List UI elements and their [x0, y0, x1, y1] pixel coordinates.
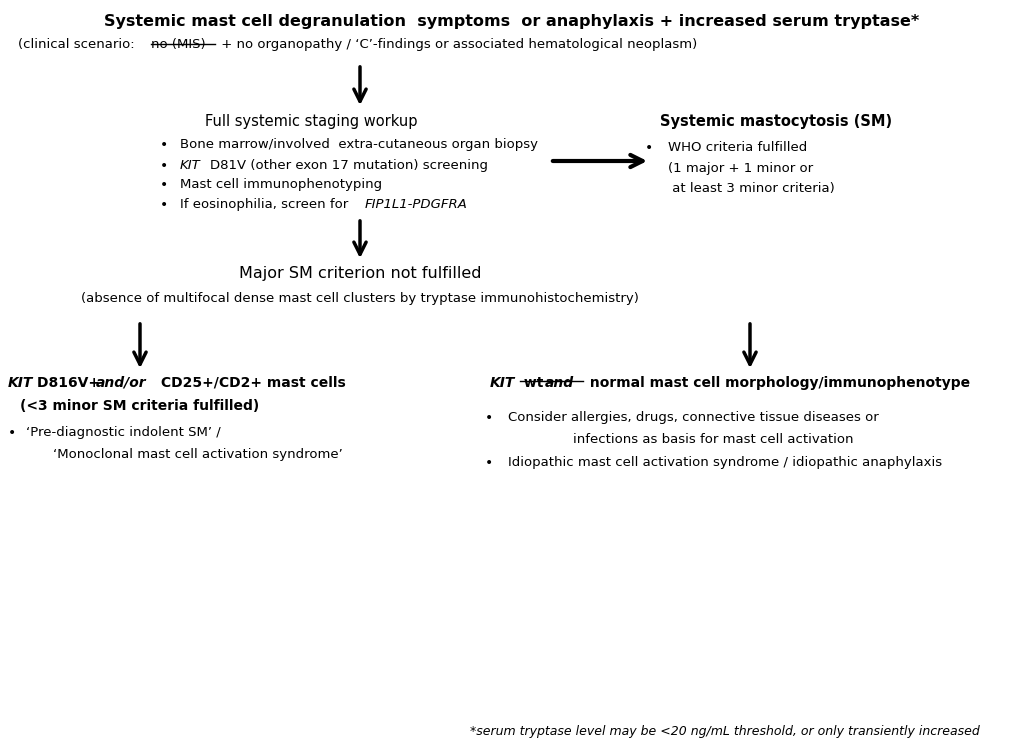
Text: •: •: [160, 138, 168, 152]
Text: Bone marrow/involved  extra-cutaneous organ biopsy: Bone marrow/involved extra-cutaneous org…: [180, 138, 538, 151]
Text: KIT: KIT: [180, 159, 201, 172]
Text: normal mast cell morphology/immunophenotype: normal mast cell morphology/immunophenot…: [585, 376, 970, 390]
Text: If eosinophilia, screen for: If eosinophilia, screen for: [180, 198, 352, 211]
Text: •: •: [8, 426, 16, 440]
Text: Idiopathic mast cell activation syndrome / idiopathic anaphylaxis: Idiopathic mast cell activation syndrome…: [508, 456, 942, 469]
Text: and/or: and/or: [96, 376, 146, 390]
Text: (1 major + 1 minor or: (1 major + 1 minor or: [668, 162, 813, 175]
Text: at least 3 minor criteria): at least 3 minor criteria): [668, 182, 835, 195]
Text: KIT: KIT: [8, 376, 34, 390]
Text: Systemic mastocytosis (SM): Systemic mastocytosis (SM): [660, 114, 892, 129]
Text: •: •: [160, 178, 168, 192]
Text: Systemic mast cell degranulation  symptoms  or anaphylaxis + increased serum try: Systemic mast cell degranulation symptom…: [104, 14, 920, 29]
Text: wt: wt: [519, 376, 548, 390]
Text: ‘Monoclonal mast cell activation syndrome’: ‘Monoclonal mast cell activation syndrom…: [53, 448, 343, 461]
Text: FIP1L1-PDGFRA: FIP1L1-PDGFRA: [365, 198, 468, 211]
Text: Full systemic staging workup: Full systemic staging workup: [205, 114, 418, 129]
Text: Major SM criterion not fulfilled: Major SM criterion not fulfilled: [239, 266, 481, 281]
Text: D81V (other exon 17 mutation) screening: D81V (other exon 17 mutation) screening: [210, 159, 488, 172]
Text: •: •: [485, 456, 494, 470]
Text: (<3 minor SM criteria fulfilled): (<3 minor SM criteria fulfilled): [20, 399, 260, 413]
Text: •: •: [160, 159, 168, 173]
Text: (clinical scenario:: (clinical scenario:: [18, 38, 139, 51]
Text: D816V+: D816V+: [37, 376, 104, 390]
Text: •: •: [160, 198, 168, 212]
Text: •: •: [645, 141, 653, 155]
Text: infections as basis for mast cell activation: infections as basis for mast cell activa…: [573, 433, 853, 446]
Text: no (MIS): no (MIS): [151, 38, 206, 51]
Text: KIT: KIT: [490, 376, 515, 390]
Text: •: •: [485, 411, 494, 425]
Text: CD25+/CD2+ mast cells: CD25+/CD2+ mast cells: [156, 376, 346, 390]
Text: + no organopathy / ‘C’-findings or associated hematological neoplasm): + no organopathy / ‘C’-findings or assoc…: [217, 38, 697, 51]
Text: Consider allergies, drugs, connective tissue diseases or: Consider allergies, drugs, connective ti…: [508, 411, 879, 424]
Text: Mast cell immunophenotyping: Mast cell immunophenotyping: [180, 178, 382, 191]
Text: ‘Pre-diagnostic indolent SM’ /: ‘Pre-diagnostic indolent SM’ /: [26, 426, 221, 439]
Text: *serum tryptase level may be <20 ng/mL threshold, or only transiently increased: *serum tryptase level may be <20 ng/mL t…: [470, 725, 980, 738]
Text: WHO criteria fulfilled: WHO criteria fulfilled: [668, 141, 807, 154]
Text: (absence of multifocal dense mast cell clusters by tryptase immunohistochemistry: (absence of multifocal dense mast cell c…: [81, 292, 639, 305]
Text: and: and: [545, 376, 574, 390]
